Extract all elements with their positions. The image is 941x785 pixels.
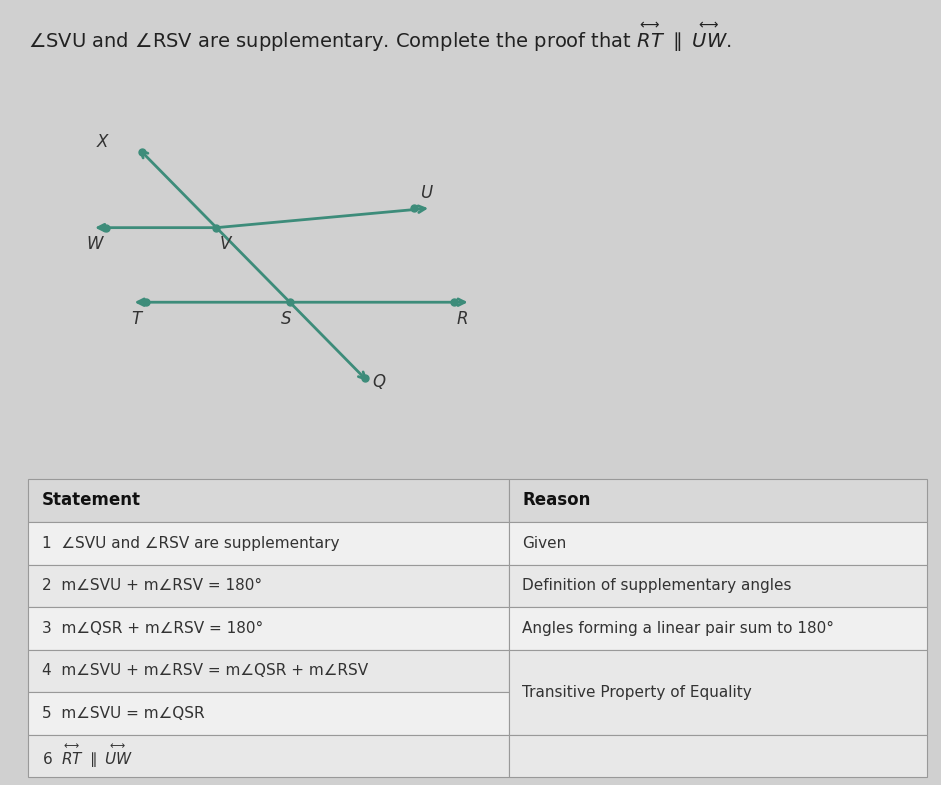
Text: $\angle$SVU and $\angle$RSV are supplementary. Complete the proof that $\overset: $\angle$SVU and $\angle$RSV are suppleme… [28, 20, 731, 54]
Text: U: U [420, 184, 432, 203]
Text: Angles forming a linear pair sum to 180°: Angles forming a linear pair sum to 180° [522, 621, 835, 636]
Text: R: R [456, 310, 468, 328]
Bar [28, 650, 509, 692]
Text: V: V [219, 236, 231, 254]
Bar [28, 607, 509, 650]
Text: Statement: Statement [41, 491, 141, 509]
Text: Q: Q [373, 373, 386, 391]
Text: S: S [281, 310, 292, 328]
Text: W: W [87, 236, 104, 254]
Text: 4  m∠SVU + m∠RSV = m∠QSR + m∠RSV: 4 m∠SVU + m∠RSV = m∠QSR + m∠RSV [41, 663, 368, 678]
Bar [509, 564, 927, 607]
Text: Transitive Property of Equality: Transitive Property of Equality [522, 685, 752, 699]
Bar [509, 479, 927, 522]
Bar [28, 692, 509, 735]
Text: 6  $\overset{\longleftrightarrow}{RT}$ $\parallel$ $\overset{\longleftrightarrow: 6 $\overset{\longleftrightarrow}{RT}$ $\… [41, 742, 133, 770]
Text: X: X [97, 133, 108, 151]
Bar [509, 650, 927, 735]
Text: 3  m∠QSR + m∠RSV = 180°: 3 m∠QSR + m∠RSV = 180° [41, 621, 263, 636]
Text: Definition of supplementary angles: Definition of supplementary angles [522, 579, 792, 593]
Text: 2  m∠SVU + m∠RSV = 180°: 2 m∠SVU + m∠RSV = 180° [41, 579, 262, 593]
Bar [509, 607, 927, 650]
Text: 1  ∠SVU and ∠RSV are supplementary: 1 ∠SVU and ∠RSV are supplementary [41, 536, 339, 551]
Text: T: T [132, 310, 142, 328]
Bar [28, 479, 509, 522]
Text: Reason: Reason [522, 491, 591, 509]
Bar [28, 564, 509, 607]
Bar [509, 522, 927, 564]
Text: 5  m∠SVU = m∠QSR: 5 m∠SVU = m∠QSR [41, 706, 204, 721]
Bar [28, 735, 509, 777]
Bar [509, 735, 927, 777]
Text: Given: Given [522, 536, 566, 551]
Bar [28, 522, 509, 564]
